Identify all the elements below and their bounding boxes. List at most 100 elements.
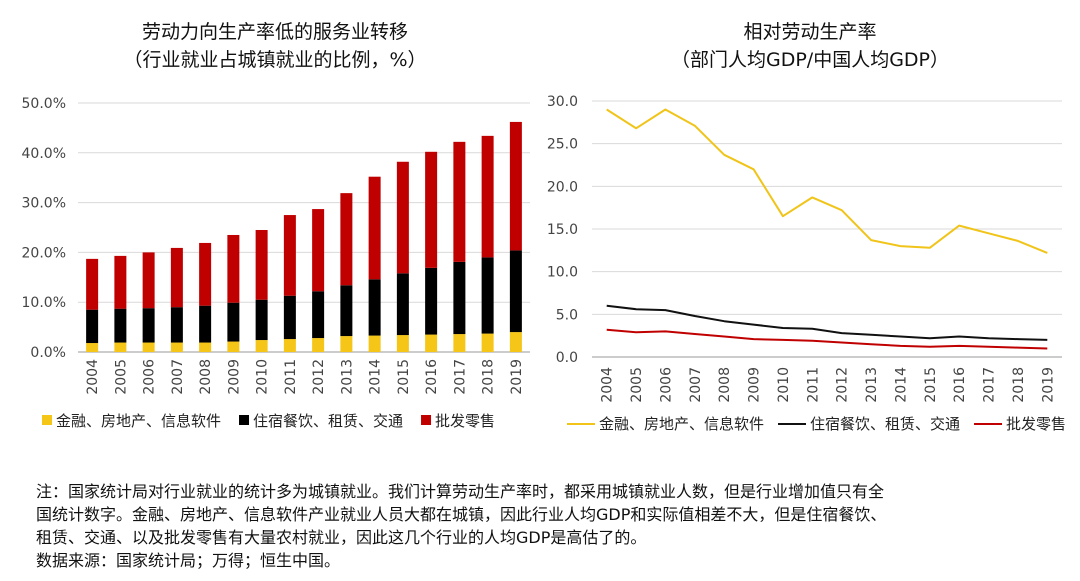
bar-segment — [481, 257, 494, 334]
legend-label: 住宿餐饮、租赁、交通 — [810, 415, 960, 433]
y-tick-label: 0.0% — [30, 345, 66, 361]
bar-segment — [481, 135, 494, 258]
legend-label: 住宿餐饮、租赁、交通 — [253, 412, 403, 430]
bar-segment — [255, 229, 268, 300]
y-tick-label: 30.0 — [547, 94, 578, 110]
legend-label: 批发零售 — [1006, 415, 1066, 433]
x-tick-label: 2006 — [142, 359, 158, 395]
y-tick-label: 50.0% — [22, 96, 66, 112]
bar-segment — [425, 334, 438, 352]
y-tick-label: 5.0 — [556, 307, 578, 323]
bar-segment — [86, 258, 99, 310]
note-line-2: 国统计数字。金融、房地产、信息软件产业就业人员大都在城镇，因此行业人均GDP和实… — [36, 505, 887, 524]
bar-segment — [86, 309, 99, 344]
bar-segment — [142, 342, 155, 352]
bar-segment — [255, 340, 268, 352]
x-tick-label: 2010 — [776, 367, 792, 403]
y-tick-label: 15.0 — [547, 222, 578, 238]
note-line-3: 租赁、交通、以及批发零售有大量农村就业，因此这几个行业的人均GDP是高估了的。 — [36, 528, 647, 547]
bar-segment — [283, 215, 296, 296]
bar-segment — [453, 261, 466, 335]
bar-segment — [396, 273, 409, 336]
series-line — [606, 108, 1048, 254]
x-tick-label: 2012 — [311, 359, 327, 395]
y-tick-label: 0.0 — [556, 350, 578, 366]
y-tick-label: 10.0% — [22, 295, 66, 311]
bar-segment — [368, 335, 381, 352]
x-tick-label: 2014 — [893, 367, 909, 403]
stacked-bar-chart: 0.0% 10.0% 20.0% 30.0% 40.0% 50.0% 2004 2005 200… — [22, 96, 530, 430]
bar-segment — [255, 299, 268, 341]
line-chart: 0.0 5.0 10.0 15.0 20.0 25.0 30.0 2004 2005 2006 20… — [547, 94, 1066, 433]
bar-segment — [368, 279, 381, 336]
footnote: 注：国家统计局对行业就业的统计多为城镇就业。我们计算劳动生产率时，都采用城镇就业… — [36, 480, 1076, 572]
bar-segment — [396, 161, 409, 274]
x-tick-label: 2017 — [982, 367, 998, 403]
x-tick-label: 2010 — [255, 359, 271, 395]
x-tick-label: 2006 — [658, 367, 674, 403]
legend-label: 金融、房地产、信息软件 — [56, 412, 221, 430]
legend-swatch — [421, 415, 432, 425]
x-tick-label: 2009 — [226, 359, 242, 395]
bar-segment — [199, 305, 212, 343]
bar-segment — [227, 341, 240, 352]
y-tick-label: 10.0 — [547, 265, 578, 281]
y-tick-label: 25.0 — [547, 137, 578, 153]
bar-segment — [425, 267, 438, 335]
x-tick-label: 2019 — [1040, 367, 1056, 403]
right-chart-subtitle: （部门人均GDP/中国人均GDP） — [670, 49, 950, 71]
bar-segment — [283, 339, 296, 352]
x-tick-label: 2008 — [198, 359, 214, 395]
y-tick-label: 30.0% — [22, 196, 66, 212]
bar-segment — [340, 285, 353, 337]
x-tick-label: 2016 — [424, 359, 440, 395]
bar-segment — [312, 338, 325, 352]
x-tick-label: 2005 — [629, 367, 645, 403]
charts-canvas: 0.0% 10.0% 20.0% 30.0% 40.0% 50.0% 2004 2005 200… — [22, 94, 1067, 433]
y-tick-label: 40.0% — [22, 146, 66, 162]
left-chart-title-block: 劳动力向生产率低的服务业转移 （行业就业占城镇就业的比例，%） — [40, 18, 510, 74]
x-tick-label: 2007 — [688, 367, 704, 403]
x-tick-label: 2013 — [864, 367, 880, 403]
bar-segment — [453, 334, 466, 352]
bar-segment — [86, 343, 99, 352]
left-chart-title: 劳动力向生产率低的服务业转移 — [141, 21, 408, 43]
legend-label: 批发零售 — [435, 412, 495, 430]
bar-segment — [199, 242, 212, 306]
bar-segment — [509, 250, 522, 333]
x-tick-label: 2013 — [339, 359, 355, 395]
bar-segment — [114, 255, 127, 309]
x-tick-label: 2012 — [835, 367, 851, 403]
bar-segment — [340, 193, 353, 286]
x-tick-label: 2008 — [717, 367, 733, 403]
right-chart-title: 相对劳动生产率 — [743, 21, 877, 43]
bar-segment — [114, 308, 127, 343]
x-tick-label: 2011 — [805, 367, 821, 403]
bar-segment — [312, 209, 325, 292]
legend-swatch — [239, 415, 250, 425]
x-tick-label: 2014 — [368, 359, 384, 395]
bar-segment — [170, 307, 183, 343]
note-line-1: 注：国家统计局对行业就业的统计多为城镇就业。我们计算劳动生产率时，都采用城镇就业… — [36, 482, 885, 501]
bar-segment — [509, 121, 522, 251]
bar-segment — [312, 291, 325, 339]
x-tick-label: 2004 — [600, 367, 616, 403]
x-tick-label: 2018 — [1011, 367, 1027, 403]
x-tick-label: 2009 — [747, 367, 763, 403]
series-line — [606, 304, 1048, 341]
x-tick-label: 2015 — [396, 359, 412, 395]
bar-segment — [114, 342, 127, 352]
bar-segment — [227, 302, 240, 342]
left-chart-subtitle: （行业就业占城镇就业的比例，%） — [123, 49, 427, 71]
x-tick-label: 2004 — [85, 359, 101, 395]
bar-segment — [481, 333, 494, 352]
bar-segment — [142, 308, 155, 343]
data-source: 数据来源：国家统计局；万得；恒生中国。 — [36, 551, 341, 570]
x-tick-label: 2018 — [481, 359, 497, 395]
x-tick-label: 2007 — [170, 359, 186, 395]
bar-segment — [170, 247, 183, 308]
bar-segment — [170, 342, 183, 352]
bar-segment — [227, 234, 240, 303]
bar-segment — [453, 141, 466, 262]
x-tick-label: 2011 — [283, 359, 299, 395]
